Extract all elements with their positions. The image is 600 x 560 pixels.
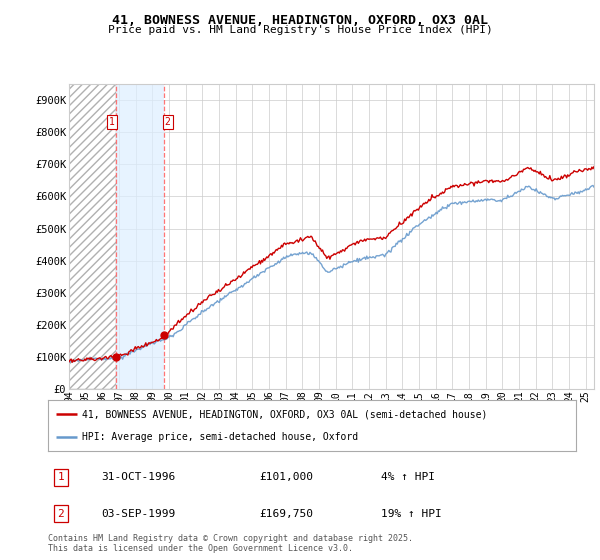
Text: 2: 2	[58, 509, 64, 519]
Text: £169,750: £169,750	[259, 509, 313, 519]
Bar	[116, 84, 164, 389]
Text: HPI: Average price, semi-detached house, Oxford: HPI: Average price, semi-detached house,…	[82, 432, 358, 442]
Text: 41, BOWNESS AVENUE, HEADINGTON, OXFORD, OX3 0AL (semi-detached house): 41, BOWNESS AVENUE, HEADINGTON, OXFORD, …	[82, 409, 488, 419]
Text: 31-OCT-1996: 31-OCT-1996	[101, 473, 175, 482]
Text: Contains HM Land Registry data © Crown copyright and database right 2025.
This d: Contains HM Land Registry data © Crown c…	[48, 534, 413, 553]
Bar	[69, 84, 116, 389]
Text: 4% ↑ HPI: 4% ↑ HPI	[380, 473, 434, 482]
Text: 1: 1	[58, 473, 64, 482]
Text: 41, BOWNESS AVENUE, HEADINGTON, OXFORD, OX3 0AL: 41, BOWNESS AVENUE, HEADINGTON, OXFORD, …	[112, 14, 488, 27]
Text: 19% ↑ HPI: 19% ↑ HPI	[380, 509, 442, 519]
Text: Price paid vs. HM Land Registry's House Price Index (HPI): Price paid vs. HM Land Registry's House …	[107, 25, 493, 35]
Text: 1: 1	[109, 117, 115, 127]
Text: £101,000: £101,000	[259, 473, 313, 482]
Text: 03-SEP-1999: 03-SEP-1999	[101, 509, 175, 519]
Text: 2: 2	[165, 117, 170, 127]
